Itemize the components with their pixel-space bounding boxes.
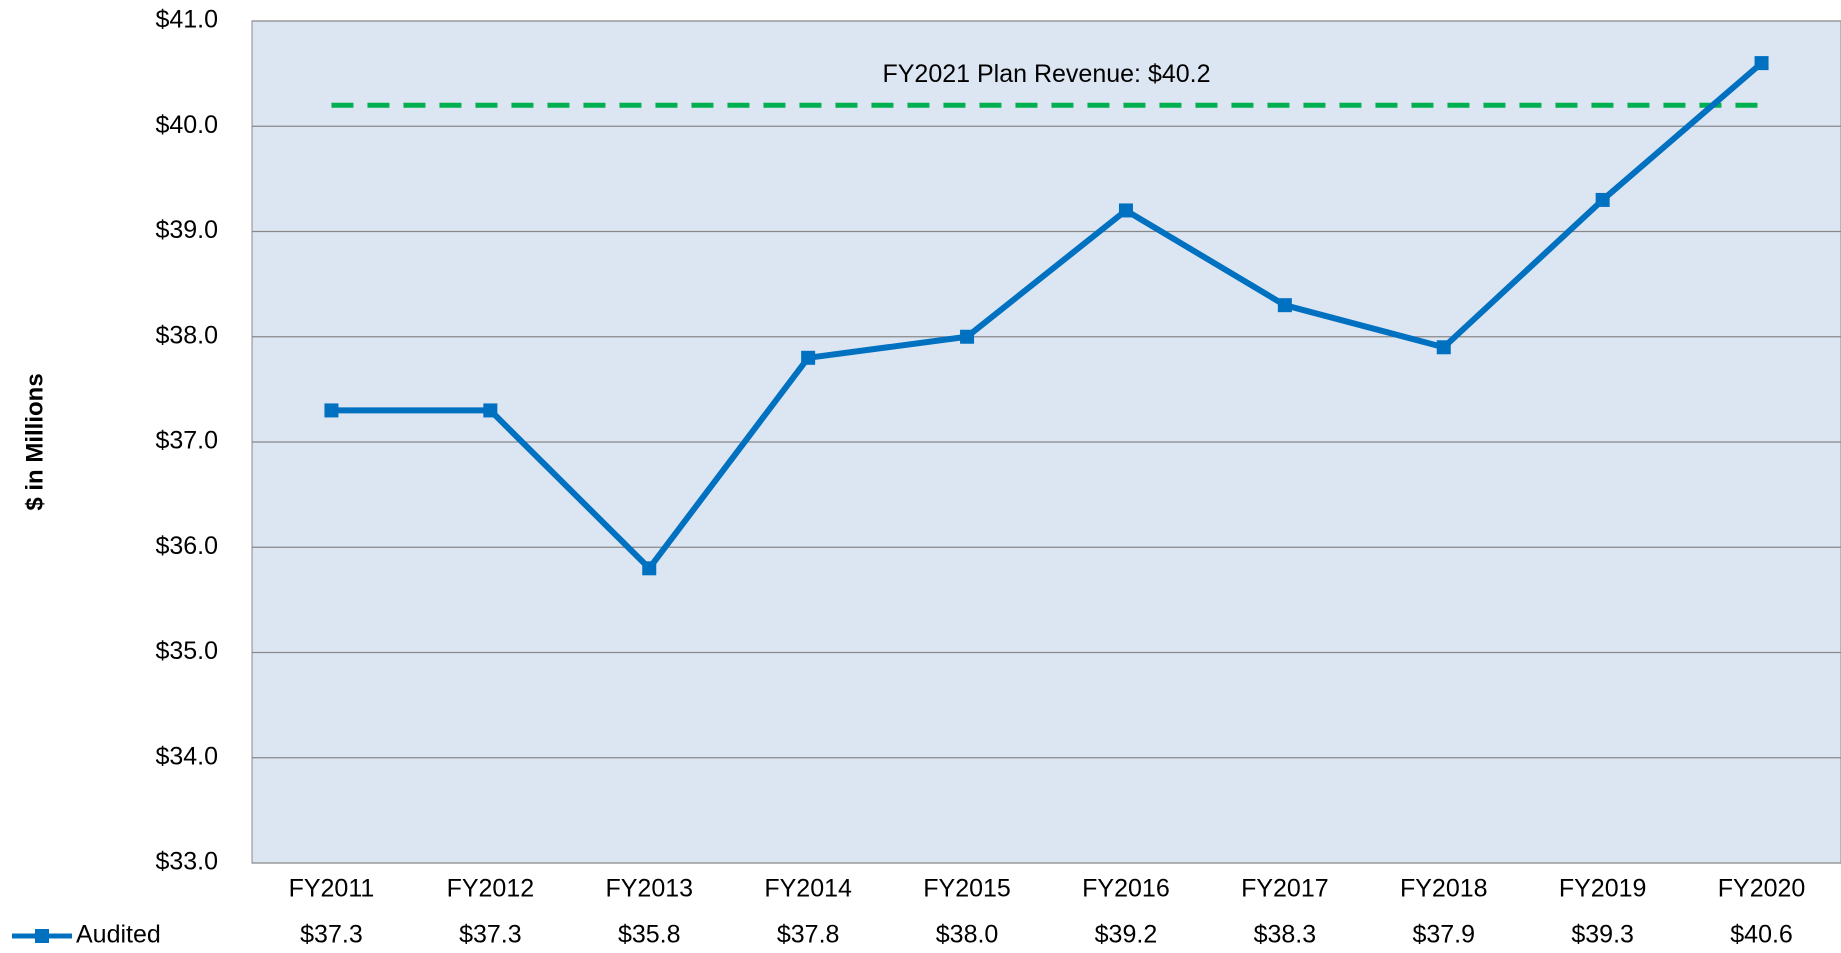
data-table-value: $38.3 — [1254, 921, 1317, 949]
x-tick-label: FY2012 — [447, 875, 535, 903]
series-line — [331, 60, 1764, 572]
y-tick-label: $38.0 — [155, 321, 218, 349]
data-table-value: $39.2 — [1095, 921, 1158, 949]
x-tick-label: FY2015 — [923, 875, 1011, 903]
data-table-value: $38.0 — [936, 921, 999, 949]
point-marker — [483, 403, 498, 418]
x-tick-label: FY2013 — [605, 875, 693, 903]
x-tick-label: FY2014 — [764, 875, 852, 903]
y-tick-label: $35.0 — [155, 637, 218, 665]
point-marker — [1436, 340, 1451, 355]
point-marker — [642, 561, 657, 576]
y-tick-label: $41.0 — [155, 6, 218, 34]
data-table-value: $37.9 — [1412, 921, 1475, 949]
point-marker — [1595, 192, 1610, 207]
legend-label: Audited — [76, 921, 161, 949]
y-tick-label: $40.0 — [155, 111, 218, 139]
y-axis-label: $ in Millions — [21, 373, 48, 510]
data-table-value: $37.3 — [459, 921, 522, 949]
legend-marker — [35, 929, 49, 943]
x-tick-label: FY2020 — [1718, 875, 1806, 903]
point-marker — [960, 329, 975, 344]
point-marker — [324, 403, 339, 418]
y-tick-label: $33.0 — [155, 848, 218, 876]
data-table-value: $35.8 — [618, 921, 681, 949]
x-tick-label: FY2018 — [1400, 875, 1488, 903]
y-tick-label: $34.0 — [155, 742, 218, 770]
data-table-value: $37.8 — [777, 921, 840, 949]
reference-label: FY2021 Plan Revenue: $40.2 — [882, 60, 1210, 88]
y-tick-label: $36.0 — [155, 532, 218, 560]
data-table-value: $40.6 — [1730, 921, 1793, 949]
data-table-value: $37.3 — [300, 921, 363, 949]
y-tick-label: $37.0 — [155, 427, 218, 455]
y-tick-label: $39.0 — [155, 216, 218, 244]
point-marker — [1277, 298, 1292, 313]
x-tick-label: FY2019 — [1559, 875, 1647, 903]
data-table-value: $39.3 — [1571, 921, 1634, 949]
point-marker — [1118, 203, 1133, 218]
point-marker — [1754, 56, 1769, 71]
point-marker — [801, 350, 816, 365]
x-tick-label: FY2011 — [289, 875, 375, 903]
x-tick-label: FY2017 — [1241, 875, 1329, 903]
x-tick-label: FY2016 — [1082, 875, 1170, 903]
